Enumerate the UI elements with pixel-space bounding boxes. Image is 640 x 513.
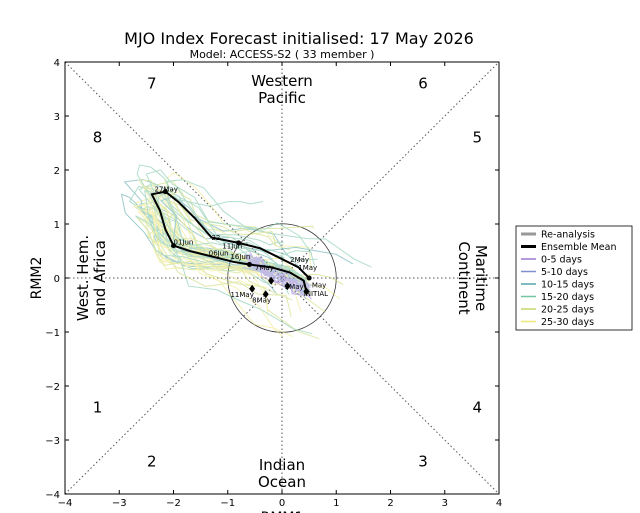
region-label-left-2: and Africa	[91, 240, 109, 316]
ensemble-mean-point	[162, 189, 168, 195]
date-label: 8May	[252, 296, 271, 304]
date-label: 7May	[255, 264, 274, 272]
ensemble-mean-point	[236, 240, 242, 246]
reanalysis-marker	[284, 282, 291, 291]
ensemble-mean-point	[171, 243, 176, 249]
x-tick-label: −3	[112, 498, 127, 509]
chart-subtitle: Model: ACCESS-S2 ( 33 member )	[190, 48, 375, 61]
region-label-left-1: West. Hem.	[74, 235, 92, 321]
phase-label: 7	[147, 75, 157, 93]
x-tick-label: 1	[333, 498, 339, 509]
date-label: 06Jun	[209, 249, 229, 257]
ensemble-mean-point	[246, 262, 252, 267]
member-line-early	[248, 266, 303, 294]
region-label-bottom-2: Ocean	[258, 473, 306, 491]
phase-label: 5	[473, 129, 483, 147]
amplitude-one-circle	[227, 223, 337, 333]
y-tick-label: −2	[45, 382, 60, 393]
region-label-top-1: Western	[251, 72, 313, 90]
phase-label: 4	[473, 399, 483, 417]
legend-label: 10-15 days	[541, 280, 594, 291]
region-label-top-2: Pacific	[258, 89, 306, 107]
date-label: 2May	[290, 256, 309, 264]
chart-title: MJO Index Forecast initialised: 17 May 2…	[124, 29, 474, 48]
x-axis-label: RMM1	[261, 510, 304, 513]
date-label: 27May	[155, 186, 178, 194]
region-label-bottom-1: Indian	[259, 456, 305, 474]
member-line-early	[247, 255, 307, 300]
phase-label: 1	[93, 399, 103, 417]
date-label: 11Jun	[222, 242, 242, 250]
date-label: 22	[211, 234, 220, 242]
reanalysis-marker	[303, 287, 310, 296]
phase-label: 8	[93, 129, 103, 147]
x-tick-label: −1	[220, 498, 235, 509]
date-label: 3May	[285, 283, 304, 291]
legend-box	[515, 225, 633, 331]
x-tick-label: −2	[166, 498, 181, 509]
reanalysis-marker	[249, 284, 256, 293]
x-tick-label: 3	[442, 498, 448, 509]
reanalysis-marker	[262, 290, 269, 299]
y-tick-label: 0	[54, 274, 60, 285]
date-label: 11May	[230, 291, 253, 299]
legend-label: Re-analysis	[541, 230, 595, 241]
legend-label: Ensemble Mean	[541, 242, 617, 253]
x-tick-label: 2	[387, 498, 393, 509]
legend-label: 5-10 days	[541, 267, 588, 278]
date-label: 16Jun	[230, 253, 250, 261]
date-label: INITIAL	[304, 290, 328, 298]
legend-label: 20-25 days	[541, 305, 594, 316]
reanalysis-marker	[268, 276, 275, 285]
phase-label: 6	[418, 75, 428, 93]
phase-label: 3	[418, 453, 428, 471]
x-tick-label: 4	[496, 498, 502, 509]
x-tick-label: −4	[58, 498, 73, 509]
member-line-early	[249, 259, 303, 293]
y-tick-label: 4	[54, 58, 60, 69]
legend-label: 15-20 days	[541, 292, 594, 303]
region-label-right-2: Continent	[455, 241, 473, 314]
y-tick-label: 3	[54, 112, 60, 123]
date-label: 1May	[298, 264, 317, 272]
legend-label: 0-5 days	[541, 255, 582, 266]
member-line-early	[248, 253, 310, 288]
y-tick-label: −3	[45, 436, 60, 447]
member-line-early	[249, 254, 305, 289]
ensemble-mean-point	[306, 275, 312, 281]
y-axis-label: RMM2	[29, 257, 45, 300]
date-label: May	[312, 282, 326, 290]
x-tick-label: 0	[279, 498, 285, 509]
date-label: 01Jun	[174, 239, 194, 247]
phase-label: 2	[147, 453, 157, 471]
ensemble-mean-line	[150, 190, 310, 292]
legend-label: 25-30 days	[541, 317, 594, 328]
y-tick-label: −1	[45, 328, 60, 339]
region-label-right-1: Maritime	[472, 245, 490, 311]
y-tick-label: 2	[54, 166, 60, 177]
y-tick-label: −4	[45, 490, 60, 501]
y-tick-label: 1	[54, 220, 60, 231]
